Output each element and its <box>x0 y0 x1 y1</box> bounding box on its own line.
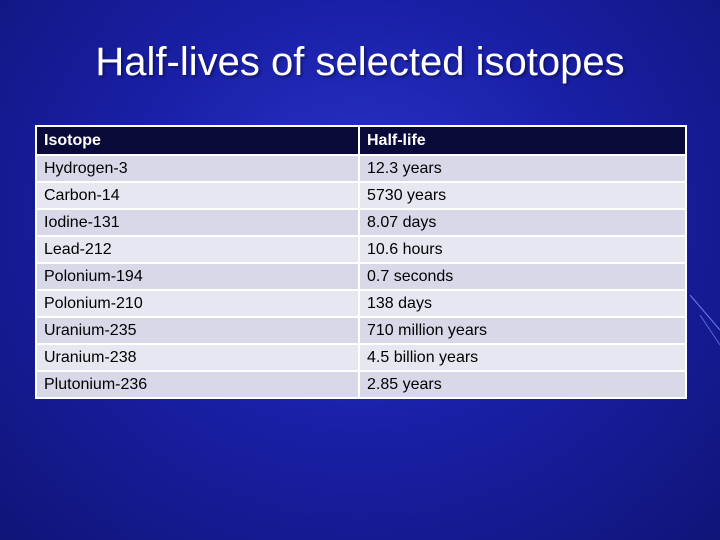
isotope-cell: Uranium-235 <box>35 316 360 345</box>
half-life-cell: 4.5 billion years <box>358 343 687 372</box>
table-row: Iodine-131 8.07 days <box>35 208 687 237</box>
isotope-cell: Lead-212 <box>35 235 360 264</box>
isotope-cell: Uranium-238 <box>35 343 360 372</box>
half-life-cell: 8.07 days <box>358 208 687 237</box>
slide-title: Half-lives of selected isotopes <box>95 40 625 84</box>
header-isotope: Isotope <box>35 125 360 156</box>
isotope-cell: Polonium-194 <box>35 262 360 291</box>
half-life-cell: 2.85 years <box>358 370 687 399</box>
table-row: Uranium-238 4.5 billion years <box>35 343 687 372</box>
half-life-cell: 10.6 hours <box>358 235 687 264</box>
table-row: Polonium-194 0.7 seconds <box>35 262 687 291</box>
table-header-row: Isotope Half-life <box>35 125 687 156</box>
table-row: Plutonium-236 2.85 years <box>35 370 687 399</box>
half-life-cell: 5730 years <box>358 181 687 210</box>
isotope-cell: Carbon-14 <box>35 181 360 210</box>
isotope-cell: Plutonium-236 <box>35 370 360 399</box>
isotope-cell: Hydrogen-3 <box>35 154 360 183</box>
table-row: Carbon-14 5730 years <box>35 181 687 210</box>
isotope-table: Isotope Half-life Hydrogen-3 12.3 years … <box>35 125 687 399</box>
table-row: Uranium-235 710 million years <box>35 316 687 345</box>
isotope-cell: Polonium-210 <box>35 289 360 318</box>
table-row: Polonium-210 138 days <box>35 289 687 318</box>
half-life-cell: 0.7 seconds <box>358 262 687 291</box>
header-half-life: Half-life <box>358 125 687 156</box>
half-life-cell: 710 million years <box>358 316 687 345</box>
half-life-cell: 12.3 years <box>358 154 687 183</box>
isotope-cell: Iodine-131 <box>35 208 360 237</box>
half-life-cell: 138 days <box>358 289 687 318</box>
table-row: Hydrogen-3 12.3 years <box>35 154 687 183</box>
table-row: Lead-212 10.6 hours <box>35 235 687 264</box>
